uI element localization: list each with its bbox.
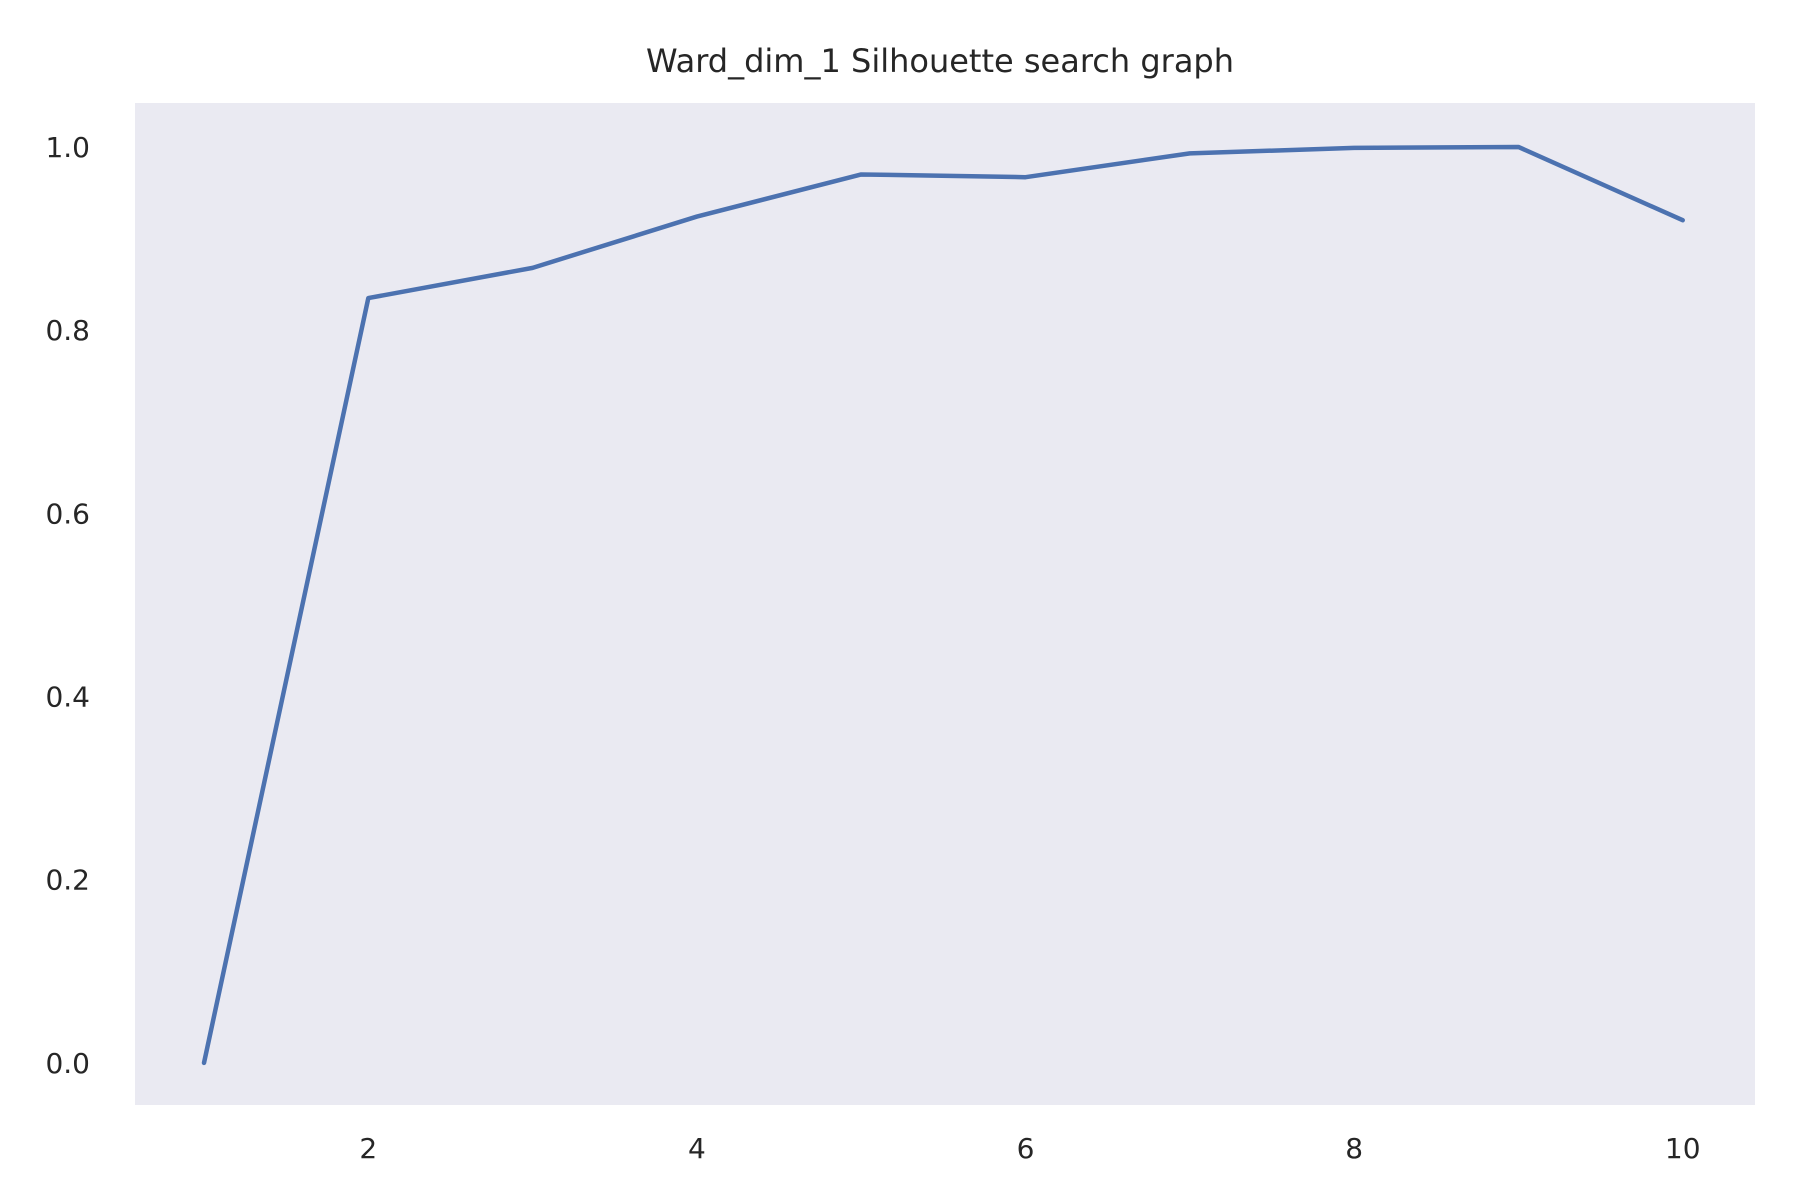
x-tick-label: 6 [1017, 1132, 1035, 1165]
x-tick-label: 4 [688, 1132, 706, 1165]
y-tick-label: 1.0 [45, 131, 90, 164]
y-tick-label: 0.8 [45, 314, 90, 347]
y-tick-label: 0.2 [45, 864, 90, 897]
x-tick-label: 8 [1345, 1132, 1363, 1165]
y-axis-ticks: 0.0 0.2 0.4 0.6 0.8 1.0 [45, 131, 90, 1080]
y-tick-label: 0.4 [45, 681, 90, 714]
series-line-0 [201, 144, 1685, 1066]
x-tick-label: 10 [1665, 1132, 1701, 1165]
chart-title: Ward_dim_1 Silhouette search graph [646, 42, 1234, 80]
y-tick-label: 0.6 [45, 497, 90, 530]
x-axis-ticks: 2 4 6 8 10 [359, 1132, 1700, 1165]
y-tick-label: 0.0 [45, 1047, 90, 1080]
series-layer [201, 144, 1685, 1066]
plot-area [135, 103, 1755, 1105]
x-tick-label: 2 [359, 1132, 377, 1165]
